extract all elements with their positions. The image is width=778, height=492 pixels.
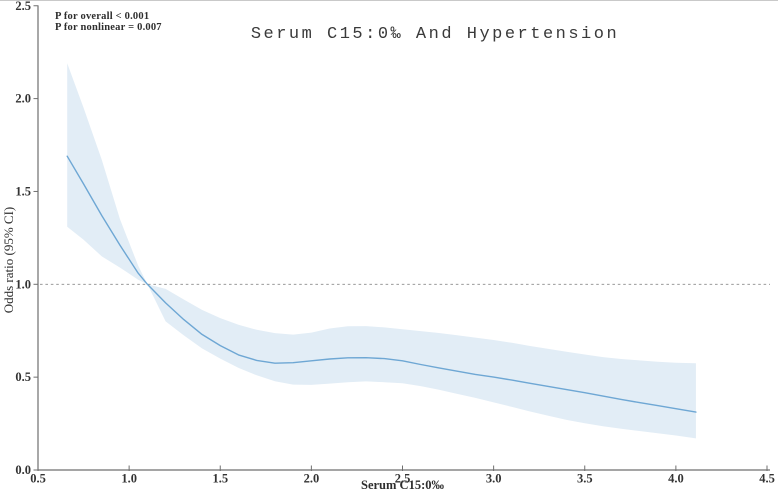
p-values-annotation: P for overall < 0.001 P for nonlinear = …	[55, 11, 162, 33]
y-tick-label: 2.5	[15, 1, 31, 13]
x-tick-label: 0.5	[30, 472, 46, 486]
x-tick-label: 1.5	[212, 472, 228, 486]
x-tick-label: 3.0	[486, 472, 502, 486]
p-overall-text: P for overall < 0.001	[55, 11, 150, 22]
x-tick-label: 4.0	[668, 472, 684, 486]
x-tick-label: 1.0	[121, 472, 137, 486]
x-tick-label: 3.5	[577, 472, 593, 486]
y-tick-label: 1.5	[15, 184, 31, 198]
ci-band	[67, 63, 696, 439]
y-tick-label: 0.5	[15, 370, 31, 384]
x-tick-label: 4.5	[759, 472, 775, 486]
p-nonlinear-text: P for nonlinear = 0.007	[55, 21, 162, 33]
x-axis-label: Serum C15:0‰	[361, 478, 444, 492]
spline-curve	[66, 155, 697, 413]
y-tick-label: 1.0	[15, 277, 31, 291]
x-tick-label: 2.5	[395, 472, 411, 486]
x-tick-label: 2.0	[304, 472, 320, 486]
y-tick-label: 0.0	[15, 463, 31, 477]
y-tick-label: 2.0	[15, 92, 31, 106]
chart-title: Serum C15:0‰ And Hypertension	[250, 25, 620, 44]
